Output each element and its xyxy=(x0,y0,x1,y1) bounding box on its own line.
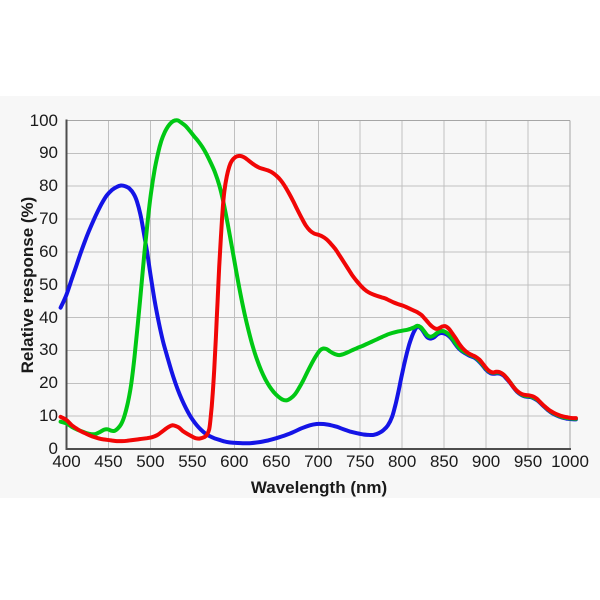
x-tick-label-450: 450 xyxy=(94,452,123,471)
x-tick-label-700: 700 xyxy=(304,452,333,471)
y-tick-label-60: 60 xyxy=(39,241,58,261)
y-axis-title: Relative response (%) xyxy=(18,196,37,374)
chart-background xyxy=(0,96,600,498)
x-tick-label-850: 850 xyxy=(429,452,459,471)
x-axis-title: Wavelength (nm) xyxy=(250,478,388,497)
y-tick-label-20: 20 xyxy=(39,373,58,393)
x-tick-label-550: 550 xyxy=(178,452,207,471)
y-tick-label-10: 10 xyxy=(39,406,58,426)
x-tick-label-650: 650 xyxy=(262,452,291,471)
x-tick-label-400: 400 xyxy=(52,452,81,471)
red-channel-curve xyxy=(58,153,578,444)
y-tick-label-30: 30 xyxy=(39,340,58,360)
x-tick-label-750: 750 xyxy=(346,452,375,471)
x-tick-label-1000: 1000 xyxy=(551,452,589,471)
y-tick-label-80: 80 xyxy=(39,176,58,196)
x-tick-label-900: 900 xyxy=(471,452,501,471)
y-tick-label-50: 50 xyxy=(39,274,58,294)
y-tick-label-40: 40 xyxy=(39,307,58,327)
x-tick-label-800: 800 xyxy=(387,452,417,471)
y-tick-label-0: 0 xyxy=(48,439,58,458)
y-tick-label-100: 100 xyxy=(29,110,58,130)
x-tick-label-950: 950 xyxy=(513,452,543,471)
x-tick-label-500: 500 xyxy=(136,452,165,471)
x-tick-label-600: 600 xyxy=(220,452,249,471)
y-tick-label-90: 90 xyxy=(39,143,58,163)
y-tick-label-70: 70 xyxy=(39,209,58,229)
